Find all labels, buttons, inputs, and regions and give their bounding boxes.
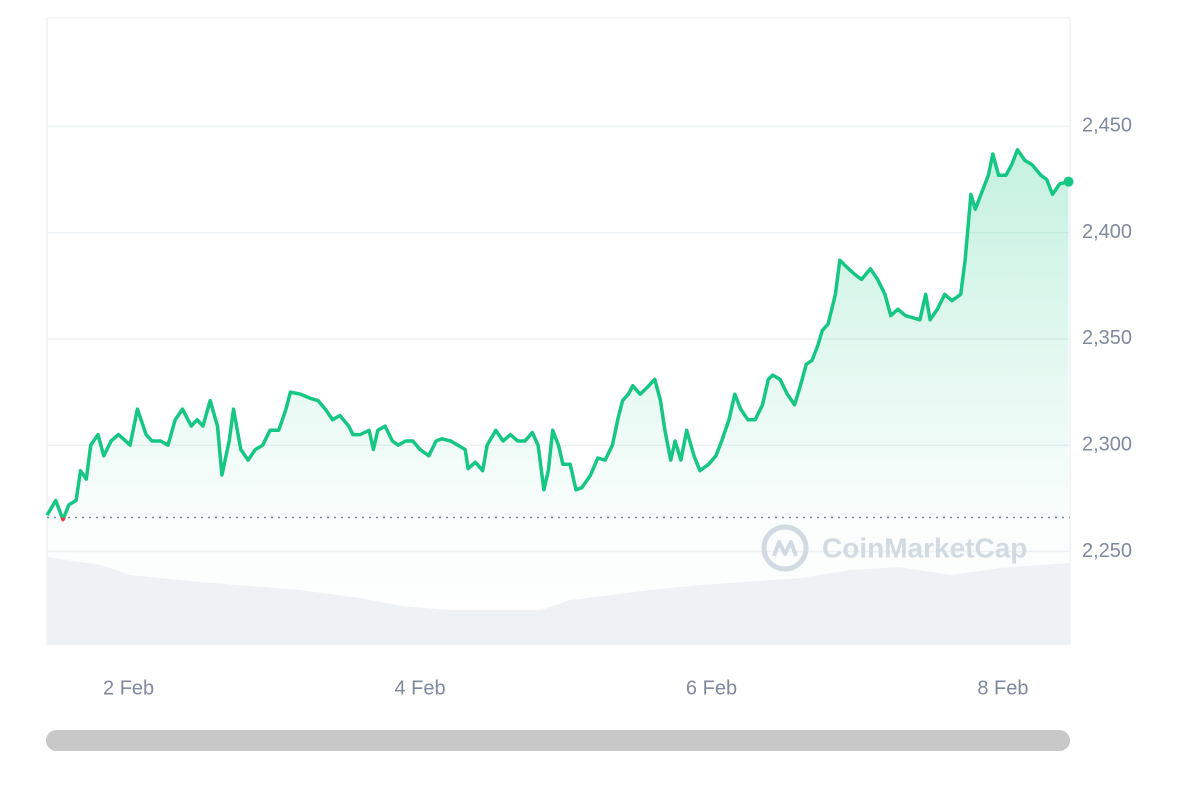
scrollbar[interactable]	[46, 730, 1070, 751]
area-fill	[47, 149, 1069, 646]
x-tick-label: 6 Feb	[686, 677, 737, 699]
volume-area	[47, 557, 1070, 645]
y-tick-label: 2,400	[1082, 221, 1132, 243]
y-tick-label: 2,250	[1082, 540, 1132, 562]
price-line	[45, 148, 1069, 522]
y-tick-label: 2,350	[1082, 327, 1132, 349]
x-tick-label: 2 Feb	[103, 677, 154, 699]
y-tick-label: 2,300	[1082, 433, 1132, 455]
y-tick-label: 2,450	[1082, 115, 1132, 137]
plot-border	[46, 17, 1071, 645]
last-point	[1063, 176, 1074, 187]
x-tick-label: 4 Feb	[394, 677, 445, 699]
x-tick-label: 8 Feb	[977, 677, 1028, 699]
plot-area: 2,250 2,300 2,350 2,400 2,450 2 Feb 4 Feb 6 Feb…	[45, 17, 1132, 699]
